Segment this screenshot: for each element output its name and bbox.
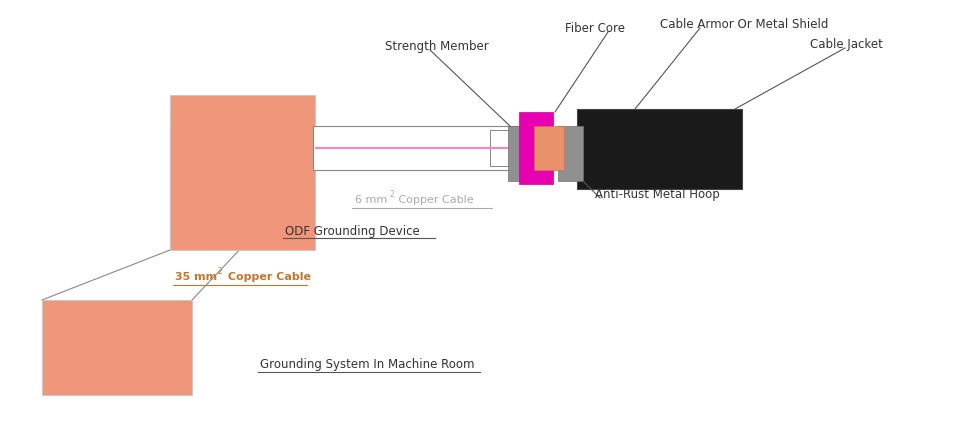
Bar (519, 112, 552, 184)
Text: Cable Jacket: Cable Jacket (809, 38, 882, 51)
Bar (313, 126, 530, 170)
Text: Grounding System In Machine Room: Grounding System In Machine Room (260, 358, 474, 371)
Text: 2: 2 (218, 267, 223, 276)
Text: Fiber Core: Fiber Core (565, 22, 624, 35)
Text: Strength Member: Strength Member (385, 40, 488, 53)
Bar (576, 109, 742, 189)
Text: 35 mm: 35 mm (175, 272, 217, 282)
Bar (489, 130, 530, 166)
Text: 2: 2 (389, 190, 394, 199)
Text: Copper Cable: Copper Cable (395, 195, 473, 205)
Bar (558, 126, 582, 181)
Text: Copper Cable: Copper Cable (224, 272, 311, 282)
Bar (533, 126, 564, 170)
Bar (42, 300, 191, 395)
Text: Anti-Rust Metal Hoop: Anti-Rust Metal Hoop (594, 188, 719, 201)
Text: Cable Armor Or Metal Shield: Cable Armor Or Metal Shield (659, 18, 828, 31)
Bar (507, 126, 530, 181)
Bar (170, 95, 315, 250)
Text: 6 mm: 6 mm (355, 195, 387, 205)
Text: ODF Grounding Device: ODF Grounding Device (284, 225, 419, 238)
